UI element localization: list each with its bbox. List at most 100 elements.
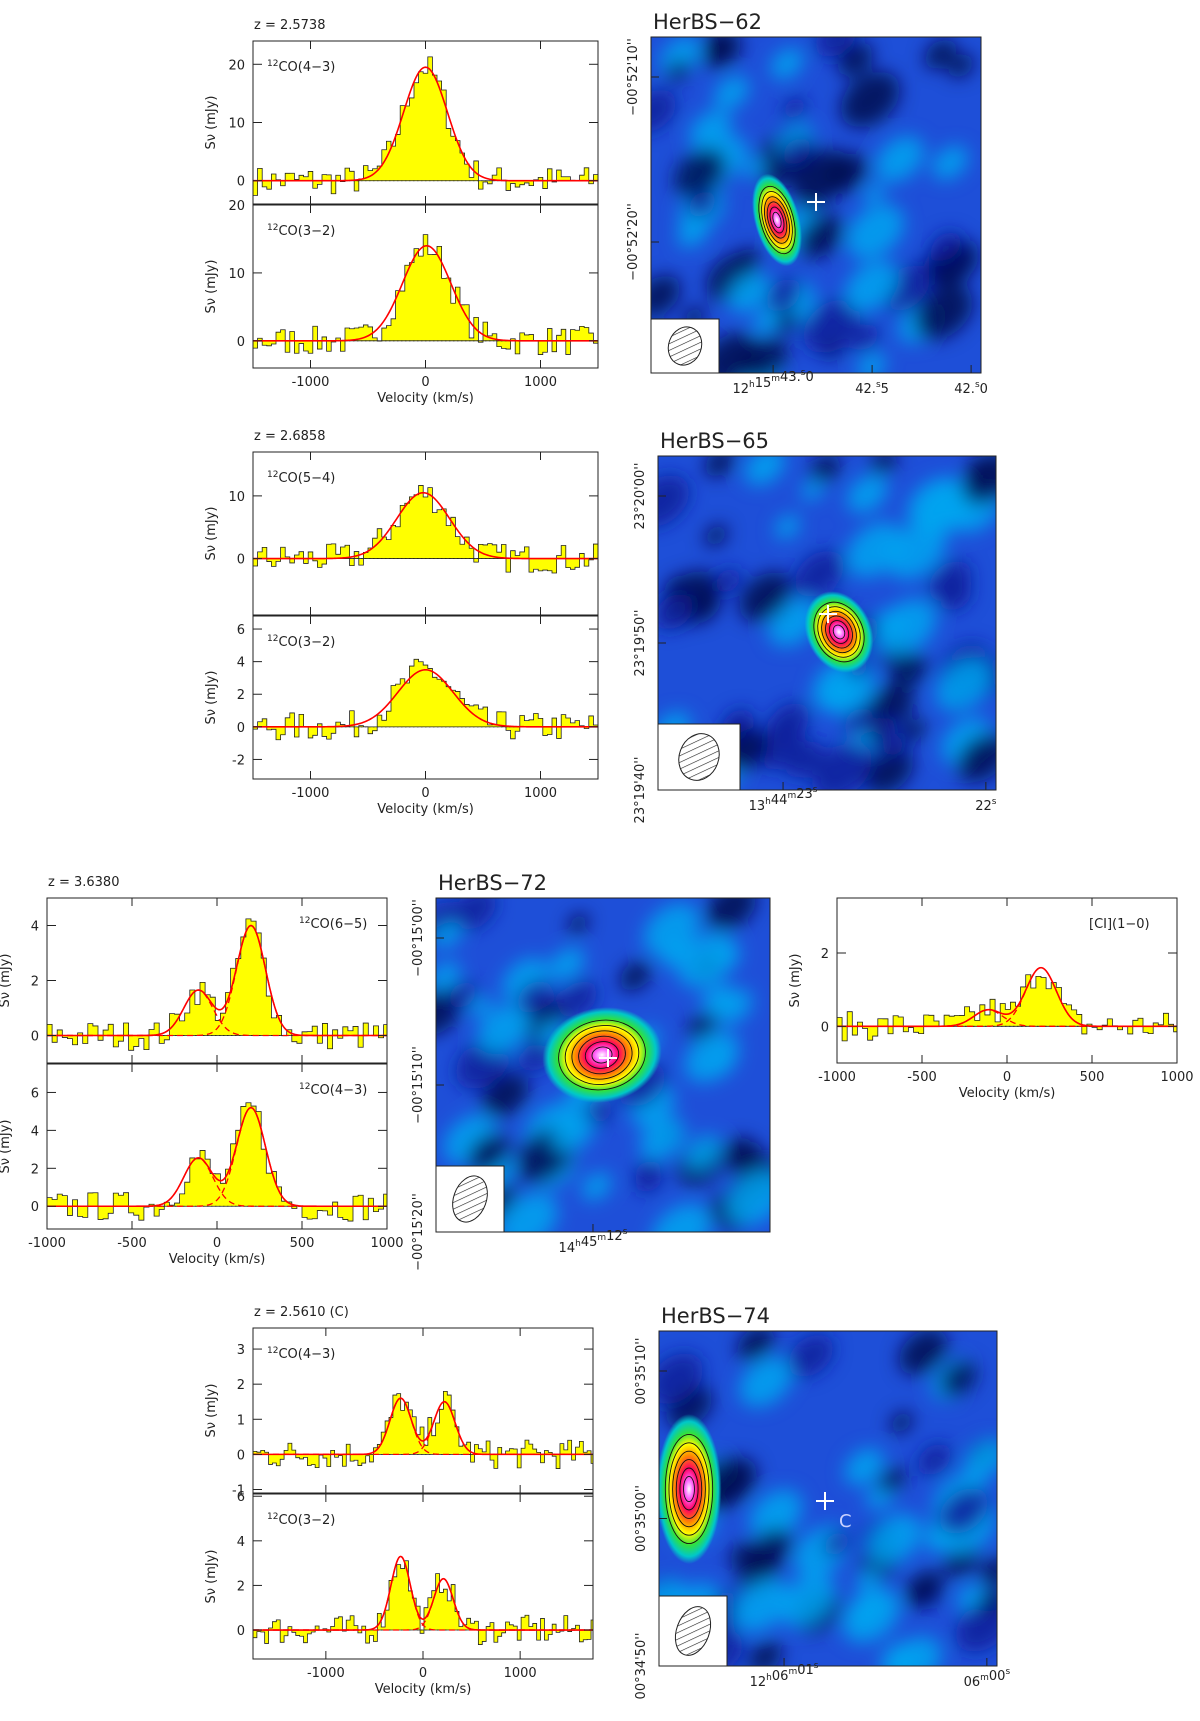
source-emission <box>659 1414 722 1564</box>
x-tick-label: 0 <box>419 1666 427 1681</box>
y-tick-label: 20 <box>228 58 245 73</box>
spectrum-histogram <box>46 918 388 1051</box>
ra-tick-label: 22s <box>975 797 997 814</box>
y-tick-label: 0 <box>821 1020 829 1035</box>
fit-total-curve <box>253 668 598 728</box>
ra-tick-label: 14h45m12s <box>559 1227 628 1256</box>
map-title: HerBS−74 <box>661 1304 770 1328</box>
y-axis-label: Sν (mJy) <box>204 1384 219 1438</box>
spectrum-histogram <box>252 1560 594 1645</box>
spectrum-panel: 0 10 20 -1000 0 1000 12CO(3−2) Sν (mJy) <box>204 199 599 390</box>
contour-line <box>683 1475 695 1503</box>
component-label: C <box>839 1511 852 1532</box>
y-tick-label: 4 <box>237 656 245 671</box>
contour-line <box>766 201 788 239</box>
spectrum-histogram <box>252 56 599 196</box>
y-tick-label: 2 <box>821 947 829 962</box>
y-tick-label: 4 <box>31 920 39 935</box>
y-tick-label: 1 <box>237 1413 245 1428</box>
y-tick-label: 2 <box>237 1378 245 1393</box>
phase-center-cross <box>816 1492 834 1510</box>
line-label: 12CO(3−2) <box>267 634 335 650</box>
x-tick-label: 1000 <box>370 1236 403 1251</box>
spectrum-panel: 0 10 20 12CO(4−3) Sν (mJy) <box>204 40 599 205</box>
map-herbs-62: HerBS−62 −00°52'10'' −00°52'20'' 12h15m43.s… <box>626 10 988 397</box>
fit-component-curve <box>47 924 387 1037</box>
y-tick-label: -1 <box>232 1483 245 1498</box>
map-frame <box>435 897 771 1233</box>
line-label: 12CO(3−2) <box>267 1512 335 1528</box>
contour-line <box>664 1433 714 1545</box>
contour-line <box>668 1442 710 1536</box>
x-tick-label: 1000 <box>524 375 557 390</box>
dec-tick-label: −00°15'10'' <box>411 1046 426 1124</box>
ra-tick-label: 42.s0 <box>954 380 988 397</box>
ra-tick-label: 12h15m43.s0 <box>732 368 813 397</box>
line-label: [CI](1−0) <box>1089 917 1150 932</box>
ra-tick-label: 06m00s <box>964 1667 1011 1690</box>
x-tick-label: 0 <box>213 1236 221 1251</box>
x-axis-label: Velocity (km/s) <box>959 1086 1056 1101</box>
x-axis-label: Velocity (km/s) <box>377 391 474 406</box>
fit-total-curve <box>253 491 598 560</box>
x-tick-label: 500 <box>290 1236 315 1251</box>
y-tick-label: -2 <box>232 753 245 768</box>
fit-total-curve <box>47 924 387 1037</box>
x-tick-label: -500 <box>117 1236 147 1251</box>
fit-total-curve <box>253 66 598 182</box>
y-tick-label: 0 <box>237 1624 245 1639</box>
y-tick-label: 4 <box>237 1535 245 1550</box>
x-tick-label: -1000 <box>307 1666 345 1681</box>
x-tick-label: -1000 <box>292 786 330 801</box>
line-label: 12CO(3−2) <box>267 223 335 239</box>
x-tick-label: 500 <box>1080 1070 1105 1085</box>
contour-line <box>564 1025 640 1085</box>
spectrum-histogram <box>46 1102 388 1222</box>
y-tick-label: 0 <box>237 721 245 736</box>
y-tick-label: 10 <box>228 267 245 282</box>
y-tick-label: 10 <box>228 117 245 132</box>
y-tick-label: 0 <box>237 335 245 350</box>
contour-line <box>571 1030 633 1080</box>
dec-tick-label: −00°15'00'' <box>411 899 426 977</box>
x-tick-label: -500 <box>907 1070 937 1085</box>
source-emission <box>804 591 874 673</box>
fit-total-curve <box>253 1555 593 1631</box>
spectrum-panel: -2 0 2 4 6 -1000 0 1000 12CO(3−2) Sν (mJy) <box>204 615 599 801</box>
spectrum-panel: 0 2 4 6 -1000 0 1000 12CO(3−2) Sν (mJy) <box>204 1490 594 1681</box>
fit-component-curve <box>253 1401 593 1456</box>
fit-component-curve <box>837 967 1177 1027</box>
y-tick-label: 2 <box>237 688 245 703</box>
y-tick-label: 6 <box>237 623 245 638</box>
dec-tick-label: 23°19'50'' <box>633 610 648 677</box>
contour-line <box>672 1450 706 1528</box>
fit-component-curve <box>47 1106 387 1207</box>
y-tick-label: 2 <box>31 1162 39 1177</box>
contour-line <box>769 206 785 234</box>
dec-tick-label: 00°35'00'' <box>634 1485 649 1552</box>
y-axis-label: Sν (mJy) <box>204 96 219 150</box>
contour-line <box>828 620 850 644</box>
ra-tick-label: 42.s5 <box>855 380 889 397</box>
contour-line <box>761 191 793 249</box>
fit-total-curve <box>253 1397 593 1456</box>
spectrum-histogram <box>836 974 1178 1042</box>
fit-total-curve <box>47 1106 387 1208</box>
spectrum-group-herbs-74: z = 2.5610 (C) -1 0 1 2 3 12CO(4−3) Sν (mJy) 0 2 4… <box>204 1305 594 1697</box>
map-herbs-72: HerBS−72 −00°15'00'' −00°15'10'' −00°15'20'… <box>411 871 771 1271</box>
map-title: HerBS−65 <box>660 429 769 453</box>
y-tick-label: 0 <box>31 1030 39 1045</box>
spectrum-group-herbs-72-ci: 0 2 -1000 -500 0 500 1000 [CI](1−0) Sν (mJy) Velo… <box>788 897 1194 1101</box>
spectrum-histogram <box>252 485 599 574</box>
contour-line <box>821 610 857 654</box>
phase-center-cross <box>819 605 837 623</box>
line-label: 12CO(4−3) <box>267 59 335 75</box>
dec-tick-label: 00°35'10'' <box>634 1338 649 1405</box>
spectrum-histogram <box>252 1390 594 1469</box>
y-tick-label: 3 <box>237 1343 245 1358</box>
contour-line <box>772 211 782 229</box>
map-frame <box>657 455 997 791</box>
x-tick-label: 1000 <box>1160 1070 1193 1085</box>
contour-line <box>832 624 846 640</box>
